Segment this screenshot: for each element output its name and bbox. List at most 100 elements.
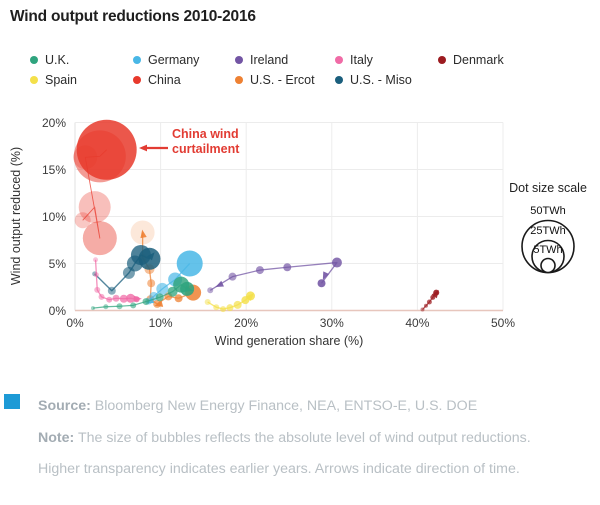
bubble-germany — [156, 282, 169, 295]
bubble-italy — [126, 293, 136, 303]
size-scale-circle — [540, 257, 556, 274]
source-text: Bloomberg New Energy Finance, NEA, ENTSO… — [90, 398, 478, 414]
y-tick-10%: 10% — [41, 209, 66, 224]
legend-item-italy: Italy — [335, 53, 373, 67]
footer: Source: Bloomberg New Energy Finance, NE… — [4, 391, 562, 486]
legend-dot-icon — [335, 76, 343, 84]
time-arrow-icon — [154, 300, 164, 307]
legend-item-china: China — [133, 73, 181, 87]
legend-dot-icon — [235, 76, 243, 84]
y-axis-title: Wind output reduced (%) — [9, 146, 23, 286]
y-tick-15%: 15% — [41, 162, 66, 177]
time-arrow-icon — [184, 285, 194, 292]
legend-item-ireland: Ireland — [235, 53, 288, 67]
time-arrow-icon — [431, 289, 439, 299]
legend-dot-icon — [235, 56, 243, 64]
bubble-u-k- — [155, 293, 164, 302]
bubble-spain — [213, 304, 220, 311]
dot-size-scale-title: Dot size scale — [509, 181, 587, 195]
bubble-italy — [93, 272, 99, 278]
annotation-line-2: curtailment — [172, 141, 240, 156]
bubble-u-k- — [130, 302, 137, 309]
legend-item-u-k-: U.K. — [30, 53, 69, 67]
legend-item-spain: Spain — [30, 73, 77, 87]
bubble-u-k- — [116, 303, 123, 310]
x-tick-40%: 40% — [405, 316, 430, 330]
y-tick-0%: 0% — [48, 303, 66, 318]
bubble-u-s-miso — [107, 286, 116, 295]
footer-text: Source: Bloomberg New Energy Finance, NE… — [38, 391, 562, 486]
bubble-u-s-ercot — [174, 294, 183, 303]
legend-label: China — [148, 73, 181, 87]
china-curtailment-annotation: China wind curtailment — [172, 127, 239, 156]
bubble-italy — [98, 293, 105, 300]
legend-dot-icon — [438, 56, 446, 64]
time-arrow-icon — [322, 271, 330, 280]
bubble-germany — [176, 250, 203, 277]
legend-item-u-s-miso: U.S. - Miso — [335, 73, 412, 87]
bubble-spain — [204, 299, 211, 306]
bubble-italy — [94, 286, 101, 293]
bubble-u-k- — [103, 304, 109, 310]
legend-dot-icon — [133, 76, 141, 84]
legend-label: Germany — [148, 53, 200, 67]
legend-item-u-s-ercot: U.S. - Ercot — [235, 73, 315, 87]
note-label: Note: — [38, 429, 75, 446]
legend-dot-icon — [335, 56, 343, 64]
legend-label: Spain — [45, 73, 77, 87]
legend-label: Ireland — [250, 53, 289, 67]
time-arrow-icon — [215, 280, 224, 287]
bubble-italy — [112, 294, 120, 302]
bubble-ireland — [283, 263, 292, 272]
time-arrow-icon — [245, 293, 254, 302]
source-marker-icon — [4, 394, 20, 409]
bubble-ireland — [255, 266, 264, 275]
legend-dot-icon — [30, 56, 38, 64]
dot-size-scale-label-5twh: 5TWh — [533, 244, 563, 256]
bubble-china — [82, 221, 117, 256]
x-tick-0%: 0% — [66, 316, 84, 330]
x-axis-title: Wind generation share (%) — [214, 334, 364, 348]
bubble-china — [74, 212, 91, 229]
legend-dot-icon — [30, 76, 38, 84]
x-tick-50%: 50% — [490, 316, 516, 330]
time-arrow-icon — [147, 252, 155, 261]
legend-item-germany: Germany — [133, 53, 199, 67]
y-tick-20%: 20% — [41, 115, 66, 130]
bubble-denmark — [420, 307, 425, 312]
legend-dot-icon — [133, 56, 141, 64]
bubble-ireland — [207, 287, 214, 294]
bubble-italy — [119, 294, 128, 303]
x-tick-10%: 10% — [148, 316, 173, 330]
bubble-ireland — [317, 279, 326, 288]
bubble-china — [78, 191, 111, 224]
bubble-ireland — [228, 272, 237, 281]
bubble-spain — [233, 300, 242, 309]
time-arrow-icon — [133, 295, 142, 302]
note-text: The size of bubbles reflects the absolut… — [38, 429, 531, 478]
bubble-italy — [106, 296, 113, 303]
legend-label: U.K. — [45, 53, 70, 67]
bubble-ireland — [331, 257, 342, 268]
bubble-u-k- — [142, 298, 150, 306]
bubble-china — [76, 119, 137, 180]
legend-label: Denmark — [453, 53, 504, 67]
bubble-denmark — [426, 299, 432, 305]
annotation-arrow-icon — [139, 144, 147, 152]
bubble-u-s-miso — [138, 247, 161, 270]
bubble-spain — [226, 304, 234, 312]
legend-label: U.S. - Ercot — [250, 73, 315, 87]
legend-label: Italy — [350, 53, 373, 67]
dot-size-scale-label-25twh: 25TWh — [530, 225, 566, 237]
bubble-u-s-ercot — [147, 279, 156, 288]
dot-size-scale-label-50twh: 50TWh — [530, 205, 566, 217]
source-label: Source: — [38, 398, 91, 414]
legend-item-denmark: Denmark — [438, 53, 504, 67]
x-tick-20%: 20% — [234, 316, 259, 330]
bubble-spain — [220, 306, 227, 313]
annotation-line-1: China wind — [172, 127, 239, 141]
x-tick-30%: 30% — [319, 316, 344, 330]
note-line: Note: The size of bubbles reflects the a… — [38, 423, 562, 486]
